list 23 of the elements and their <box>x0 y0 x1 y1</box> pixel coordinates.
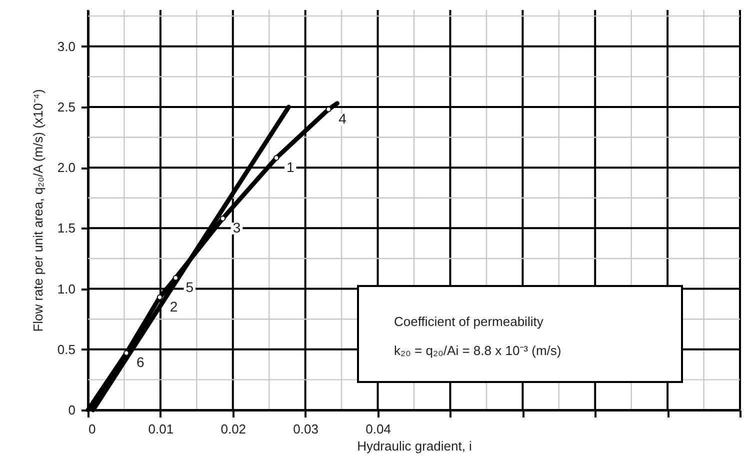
annotation: k₂₀ = q₂₀/Ai = 8.8 x 10⁻³ (m/s) <box>394 342 562 359</box>
y-tick-label: 0 <box>68 402 76 418</box>
y-axis-title: Flow rate per unit area, q₂₀/A (m/s) (x10⁻⁴) <box>30 89 46 332</box>
annotation: 4 <box>338 110 347 126</box>
x-axis-title: Hydraulic gradient, i <box>357 438 472 454</box>
y-tick-label: 3.0 <box>57 38 76 54</box>
annotation: 6 <box>136 354 144 370</box>
x-tick-label: 0 <box>88 422 96 436</box>
text-box: Coefficient of permeability k₂₀ = q₂₀/Ai = 8.8 x 10⁻³ (m/s) <box>357 285 683 383</box>
annotation: 2 <box>170 298 178 314</box>
annotation: Coefficient of permeability <box>394 314 544 329</box>
annotation: 5 <box>186 278 194 295</box>
x-tick-label: 0.01 <box>148 422 174 436</box>
annotation: 3 <box>232 219 241 236</box>
x-tick-label: 0.02 <box>220 422 246 436</box>
y-tick-label: 2.0 <box>57 160 76 176</box>
x-tick-label: 0.03 <box>293 422 318 436</box>
y-tick-label: 1.5 <box>57 220 76 236</box>
x-tick-label: 0.04 <box>366 422 391 436</box>
annotation: 1 <box>286 158 294 175</box>
y-tick-label: 1.0 <box>57 281 76 296</box>
y-tick-label: 2.5 <box>57 99 76 114</box>
y-tick-label: 0.5 <box>57 342 76 357</box>
